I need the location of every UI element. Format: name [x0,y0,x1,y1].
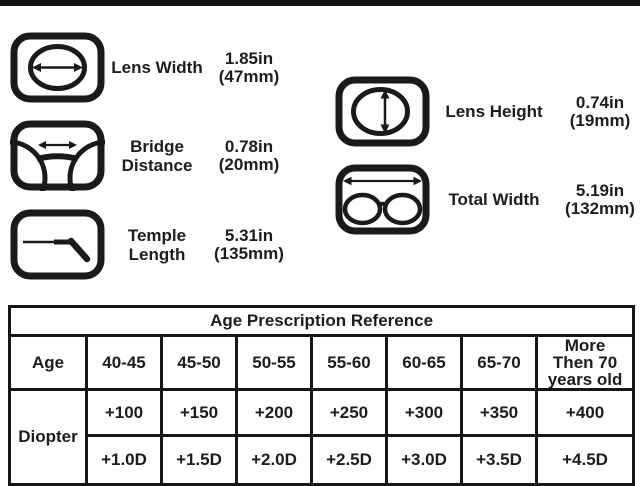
measurement-label: Lens Height [445,102,543,121]
bridge-distance-icon [10,120,105,191]
diopter-value-cell: +350 [460,388,538,437]
diopter-label-cell: +3.5D [460,434,538,486]
measurement-value: 1.85in (47mm) [218,48,280,86]
diopter-label-cell: +4.5D [534,434,636,486]
measurement-value: 0.74in (19mm) [569,92,631,130]
diopter-value-cell: +250 [310,388,388,437]
measurement-value: 5.19in (132mm) [565,180,635,218]
measurement-label: Total Width [448,190,540,209]
diopter-value-cell: +400 [534,388,636,437]
diopter-value-cell: +200 [235,388,313,437]
age-prescription-table: Age Prescription Reference Age 40-45 45-… [7,305,636,486]
diopter-label-cell: +1.0D [85,434,163,486]
age-range-cell: 40-45 [85,334,163,391]
lens-width-icon [10,32,105,103]
measurement-label: Lens Width [111,58,203,77]
age-range-cell: 50-55 [235,334,313,391]
age-row-header: Age [8,334,88,391]
measurement-row-lens-width: Lens Width 1.85in (47mm) [10,32,293,103]
measurement-label: Bridge Distance [121,136,193,175]
diopter-label-cell: +2.0D [235,434,313,486]
total-width-icon [335,164,430,235]
age-range-cell: 55-60 [310,334,388,391]
lens-height-icon [335,76,430,147]
diopter-label-cell: +1.5D [160,434,238,486]
diopter-value-cell: +100 [85,388,163,437]
measurement-row-lens-height: Lens Height 0.74in (19mm) [335,76,640,147]
diopter-label-cell: +2.5D [310,434,388,486]
top-black-bar [0,0,640,6]
measurement-label: Temple Length [127,225,187,264]
measurement-row-temple-length: Temple Length 5.31in (135mm) [10,209,293,280]
diopter-value-cell: +150 [160,388,238,437]
measurement-value: 0.78in (20mm) [218,136,280,174]
measurement-value: 5.31in (135mm) [214,225,284,263]
diopter-row-header: Diopter [8,388,88,486]
measurement-row-bridge-distance: Bridge Distance 0.78in (20mm) [10,120,293,191]
age-range-cell: 65-70 [460,334,538,391]
age-range-cell: 60-65 [385,334,463,391]
age-range-cell: More Then 70 years old [534,334,636,391]
age-range-cell: 45-50 [160,334,238,391]
table-title: Age Prescription Reference [7,305,636,337]
measurement-row-total-width: Total Width 5.19in (132mm) [335,164,640,235]
diopter-value-cell: +300 [385,388,463,437]
temple-length-icon [10,209,105,280]
diopter-label-cell: +3.0D [385,434,463,486]
